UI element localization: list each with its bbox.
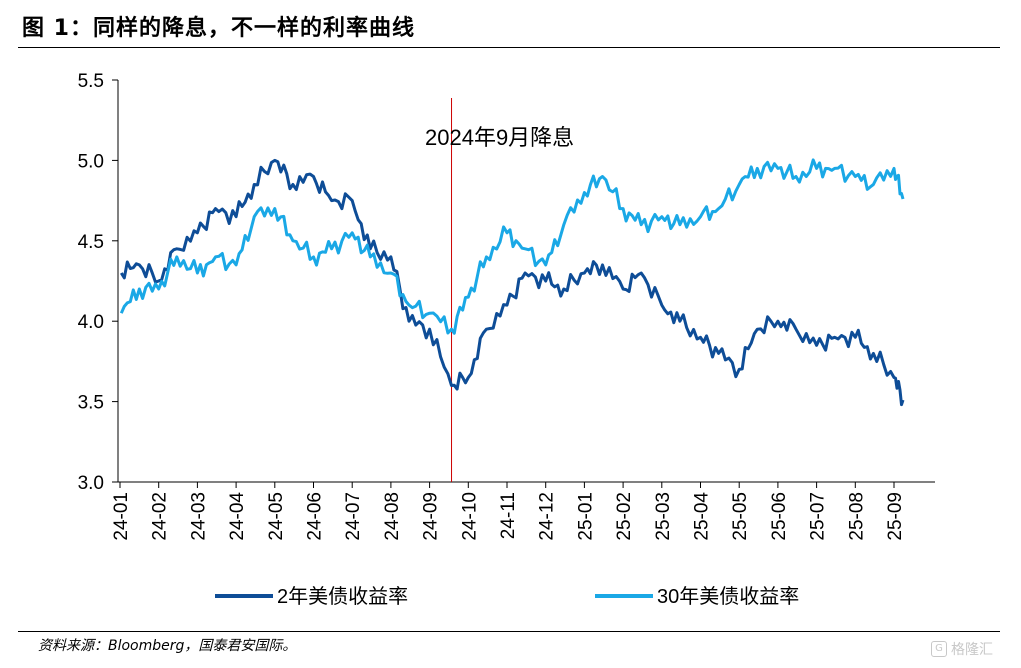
legend-label: 30年美债收益率: [657, 585, 799, 608]
yield-chart: 5.55.04.54.03.53.0 24-01 24-02 24-03 24-04 2…: [78, 71, 935, 608]
y-tick-label: 3.5: [78, 393, 104, 414]
watermark: G 格隆汇: [931, 639, 993, 659]
x-tick-label: 25-09: [885, 492, 906, 541]
title-rule: [18, 47, 1000, 48]
y-tick-label: 4.0: [78, 312, 104, 333]
y-tick-label: 3.0: [78, 473, 104, 494]
x-tick-label: 25-06: [769, 492, 790, 541]
x-tick-label: 24-06: [305, 492, 326, 541]
series-line-two-year: [120, 158, 905, 407]
x-tick-labels: 24-01 24-02 24-03 24-04 24-05 24-06 24-07 24-08…: [111, 492, 906, 541]
legend: 2年美债收益率 30年美债收益率: [215, 585, 799, 608]
y-tick-labels: 5.5 5.0 4.5 4.0 3.5 3.0: [78, 71, 104, 494]
chart-axes: [112, 79, 935, 488]
figure-title: 图 1：同样的降息，不一样的利率曲线: [22, 16, 415, 41]
x-tick-label: 24-01: [111, 492, 132, 541]
y-tick-label: 4.5: [78, 232, 104, 253]
series-line-thirty-year: [119, 158, 905, 335]
x-tick-label: 24-09: [421, 492, 442, 541]
x-tick-label: 24-08: [382, 492, 403, 541]
rate-cut-label: 2024年9月降息: [425, 125, 574, 150]
x-tick-label: 25-08: [846, 492, 867, 541]
x-tick-label: 24-03: [188, 492, 209, 541]
watermark-text: 格隆汇: [951, 642, 993, 658]
y-tick-label: 5.0: [78, 151, 104, 172]
x-tick-label: 24-02: [150, 492, 171, 541]
x-tick-label: 24-04: [227, 492, 248, 541]
x-tick-label: 25-05: [730, 492, 751, 541]
x-tick-label: 24-07: [343, 492, 364, 541]
watermark-icon: G: [931, 641, 947, 657]
legend-label: 2年美债收益率: [277, 585, 408, 608]
x-tick-label: 25-07: [808, 492, 829, 541]
x-tick-label: 24-10: [459, 492, 480, 541]
x-tick-label: 25-01: [575, 492, 596, 541]
x-tick-label: 24-12: [537, 492, 558, 541]
footer-rule: [18, 631, 1000, 632]
x-tick-label: 24-11: [498, 492, 519, 539]
source-note: 资料来源：Bloomberg，国泰君安国际。: [38, 638, 297, 654]
x-tick-label: 25-03: [653, 492, 674, 541]
x-tick-label: 25-02: [614, 492, 635, 541]
x-tick-label: 24-05: [266, 492, 287, 541]
y-tick-label: 5.5: [78, 71, 104, 92]
x-tick-label: 25-04: [692, 492, 713, 541]
